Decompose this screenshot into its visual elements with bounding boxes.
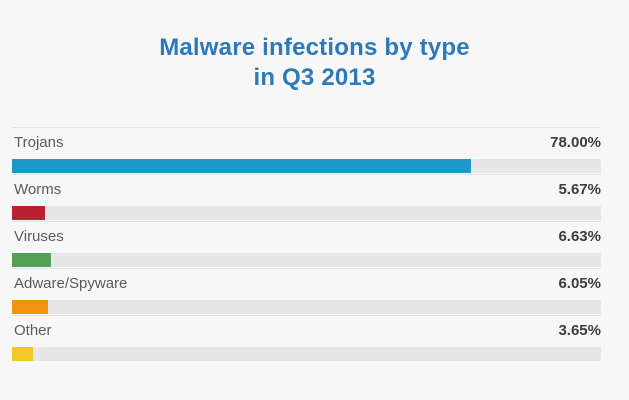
bar-track — [12, 206, 601, 220]
value-label: 78.00% — [550, 134, 601, 151]
bar-track — [12, 300, 601, 314]
category-label: Adware/Spyware — [14, 275, 128, 292]
bar-fill-adware-spyware — [12, 300, 48, 314]
bar-rows: Trojans 78.00% Worms 5.67% Viruses 6.63% — [0, 127, 629, 362]
bar-fill-trojans — [12, 159, 472, 173]
bar-fill-viruses — [12, 253, 52, 267]
row-head: Adware/Spyware 6.05% — [12, 273, 601, 295]
chart-title-line2: in Q3 2013 — [253, 64, 376, 91]
row-head: Trojans 78.00% — [12, 132, 601, 154]
value-label: 6.63% — [558, 228, 601, 245]
bar-track — [12, 159, 601, 173]
bar-row-trojans: Trojans 78.00% — [12, 127, 601, 174]
bar-row-worms: Worms 5.67% — [12, 174, 601, 221]
category-label: Other — [14, 322, 52, 339]
row-head: Viruses 6.63% — [12, 226, 601, 248]
chart-title-line1: Malware infections by type — [159, 34, 470, 61]
bar-track — [12, 253, 601, 267]
value-label: 6.05% — [558, 275, 601, 292]
category-label: Worms — [14, 181, 62, 198]
row-head: Other 3.65% — [12, 320, 601, 342]
bar-fill-worms — [12, 206, 46, 220]
bar-track — [12, 347, 601, 361]
row-head: Worms 5.67% — [12, 179, 601, 201]
value-label: 3.65% — [558, 322, 601, 339]
bar-row-viruses: Viruses 6.63% — [12, 221, 601, 268]
bar-row-other: Other 3.65% — [12, 315, 601, 362]
bar-row-adware-spyware: Adware/Spyware 6.05% — [12, 268, 601, 315]
category-label: Viruses — [14, 228, 64, 245]
malware-chart-card: Malware infections by type in Q3 2013 Tr… — [0, 33, 629, 400]
value-label: 5.67% — [558, 181, 601, 198]
bar-fill-other — [12, 347, 34, 361]
category-label: Trojans — [14, 134, 64, 151]
chart-title: Malware infections by type in Q3 2013 — [0, 33, 629, 93]
